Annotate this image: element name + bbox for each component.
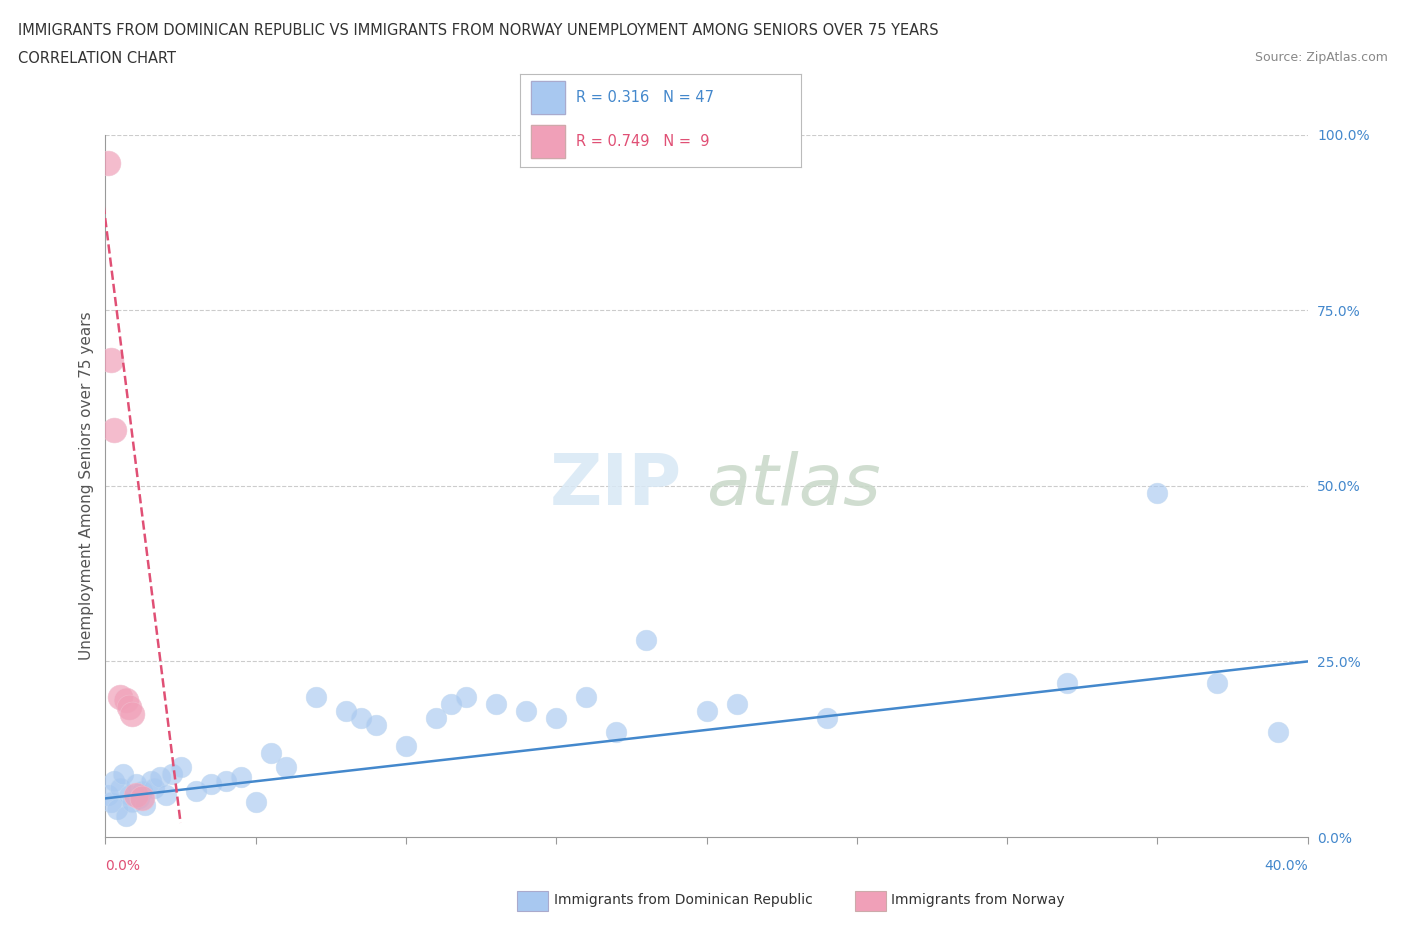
- Point: [131, 784, 153, 799]
- Point: [97, 155, 120, 170]
- Point: [274, 759, 297, 774]
- Point: [440, 697, 463, 711]
- Point: [515, 703, 537, 718]
- Point: [1267, 724, 1289, 739]
- Text: Immigrants from Norway: Immigrants from Norway: [891, 893, 1064, 908]
- Point: [454, 689, 477, 704]
- Point: [546, 711, 568, 725]
- Point: [425, 711, 447, 725]
- Bar: [531, 81, 565, 114]
- Point: [1056, 675, 1078, 690]
- Point: [124, 777, 146, 791]
- Point: [118, 699, 141, 714]
- Text: Source: ZipAtlas.com: Source: ZipAtlas.com: [1254, 51, 1388, 64]
- Point: [139, 774, 162, 789]
- Point: [103, 422, 125, 437]
- Point: [184, 784, 207, 799]
- Point: [815, 711, 838, 725]
- Point: [110, 780, 132, 795]
- Text: R = 0.749   N =  9: R = 0.749 N = 9: [576, 134, 710, 149]
- Point: [1206, 675, 1229, 690]
- Point: [148, 770, 170, 785]
- Point: [245, 794, 267, 809]
- Point: [134, 798, 156, 813]
- Y-axis label: Unemployment Among Seniors over 75 years: Unemployment Among Seniors over 75 years: [79, 312, 94, 660]
- Point: [169, 759, 191, 774]
- Point: [636, 633, 658, 648]
- Text: 40.0%: 40.0%: [1264, 858, 1308, 872]
- Point: [100, 352, 122, 367]
- Point: [121, 707, 143, 722]
- Point: [160, 766, 183, 781]
- Point: [112, 766, 135, 781]
- Text: IMMIGRANTS FROM DOMINICAN REPUBLIC VS IMMIGRANTS FROM NORWAY UNEMPLOYMENT AMONG : IMMIGRANTS FROM DOMINICAN REPUBLIC VS IM…: [18, 23, 939, 38]
- Point: [305, 689, 328, 704]
- Point: [142, 780, 165, 795]
- Point: [350, 711, 373, 725]
- Point: [1146, 485, 1168, 500]
- Point: [260, 745, 283, 760]
- Text: CORRELATION CHART: CORRELATION CHART: [18, 51, 176, 66]
- Point: [485, 697, 508, 711]
- Text: R = 0.316   N = 47: R = 0.316 N = 47: [576, 90, 714, 105]
- Point: [110, 689, 132, 704]
- Point: [131, 790, 153, 805]
- Point: [364, 717, 387, 732]
- Text: ZIP: ZIP: [550, 451, 682, 521]
- Bar: [531, 125, 565, 158]
- Bar: [531, 81, 565, 114]
- Point: [103, 774, 125, 789]
- Text: Immigrants from Dominican Republic: Immigrants from Dominican Republic: [554, 893, 813, 908]
- Point: [200, 777, 222, 791]
- Bar: [531, 125, 565, 158]
- Point: [118, 788, 141, 803]
- Point: [115, 808, 138, 823]
- Point: [155, 788, 177, 803]
- Point: [128, 790, 150, 805]
- Point: [121, 794, 143, 809]
- Point: [124, 788, 146, 803]
- Point: [725, 697, 748, 711]
- Text: atlas: atlas: [707, 451, 882, 521]
- Point: [115, 693, 138, 708]
- Point: [335, 703, 357, 718]
- Text: 0.0%: 0.0%: [105, 858, 141, 872]
- Point: [214, 774, 236, 789]
- Point: [107, 802, 129, 817]
- Point: [97, 788, 120, 803]
- Point: [100, 794, 122, 809]
- Point: [575, 689, 598, 704]
- Point: [395, 738, 418, 753]
- Point: [605, 724, 627, 739]
- Point: [696, 703, 718, 718]
- Point: [229, 770, 252, 785]
